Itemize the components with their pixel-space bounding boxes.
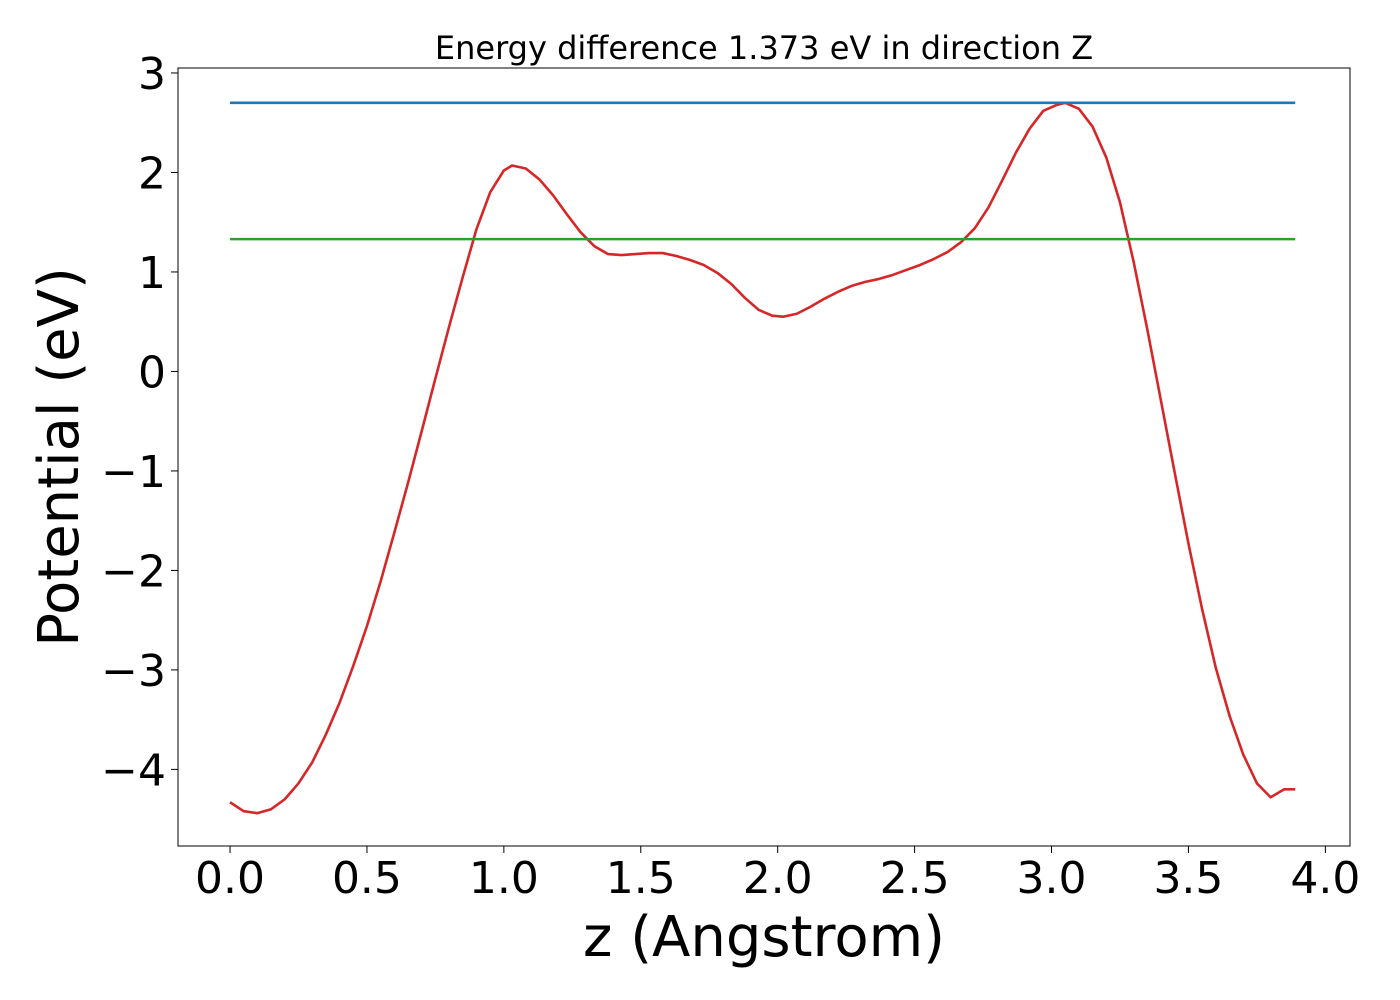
x-tick-label: 3.0 xyxy=(1017,853,1087,904)
y-axis-label: Potential (eV) xyxy=(27,267,92,647)
x-tick-label: 2.5 xyxy=(880,853,950,904)
y-tick-label: 0 xyxy=(138,347,166,398)
series-line-0 xyxy=(229,101,1296,815)
plot-frame xyxy=(177,67,1351,847)
y-tick-label: −2 xyxy=(101,546,166,597)
y-tick-label: 3 xyxy=(138,49,166,100)
y-tick-label: 2 xyxy=(138,148,166,199)
x-tick-label: 0.0 xyxy=(195,853,265,904)
y-axis-ticks: −4 −3 −2 −1 0 1 2 3 xyxy=(101,49,178,796)
y-tick-label: −4 xyxy=(101,745,166,796)
x-axis-ticks: 0.0 0.5 1.0 1.5 2.0 2.5 3.0 3.5 4.0 xyxy=(195,846,1360,904)
y-tick-label: −1 xyxy=(101,447,166,498)
y-tick-label: −3 xyxy=(101,646,166,697)
x-tick-label: 1.5 xyxy=(606,853,676,904)
series-layer xyxy=(229,101,1296,815)
y-tick-label: 1 xyxy=(138,248,166,299)
x-axis-label: z (Angstrom) xyxy=(583,905,945,970)
x-tick-label: 0.5 xyxy=(332,853,402,904)
plot-background xyxy=(178,68,1350,846)
x-tick-label: 1.0 xyxy=(469,853,539,904)
x-tick-label: 2.0 xyxy=(743,853,813,904)
chart-title: Energy difference 1.373 eV in direction … xyxy=(435,29,1093,67)
x-tick-label: 3.5 xyxy=(1153,853,1223,904)
x-tick-label: 4.0 xyxy=(1290,853,1360,904)
